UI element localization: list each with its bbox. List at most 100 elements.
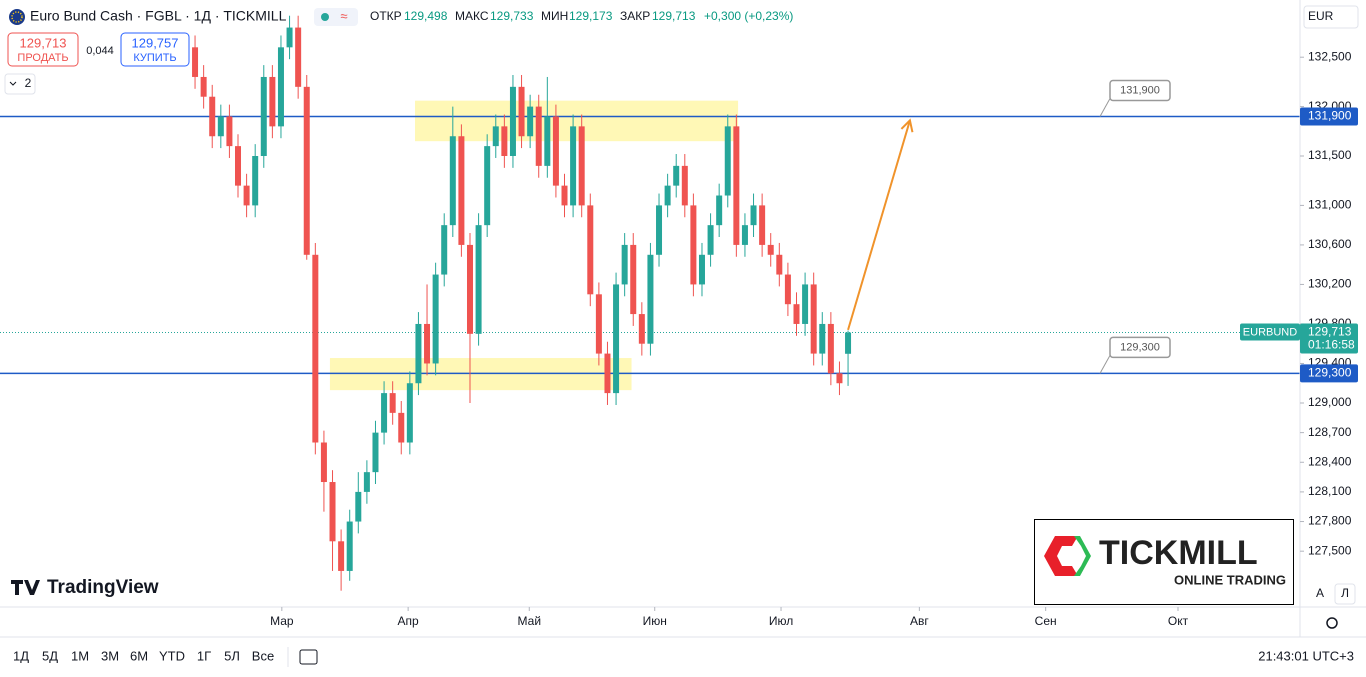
x-tick-label: Июн [643,614,667,628]
candle-body [664,185,671,206]
level-axis-label: 129,300 [1308,366,1352,380]
goto-date-icon[interactable] [299,649,318,665]
symbol-title[interactable]: Euro Bund Cash · FGBL · 1Д · TICKMILL [30,8,287,24]
candle-body [698,254,705,285]
candle-body [552,116,559,186]
range-button[interactable]: Все [252,648,274,663]
buy-label: КУПИТЬ [133,52,176,64]
candle-body [192,47,199,77]
range-button[interactable]: 1Д [13,648,29,663]
candle-body [492,126,499,147]
range-button[interactable]: YTD [159,648,185,663]
delay-icon: ≈ [340,8,347,23]
sell-label: ПРОДАТЬ [17,52,68,64]
broker-icon-green [1074,536,1091,576]
x-tick-label: Мар [270,614,294,628]
candle-body [398,412,405,443]
symbol-icon-stars [11,11,23,23]
level-axis-label: 131,900 [1308,109,1352,123]
y-tick-label: 131,000 [1308,198,1352,212]
candle-body [767,244,774,255]
candle-body [424,323,431,364]
candle-body [793,304,800,324]
candle-body [836,373,843,384]
candle-body [673,165,680,186]
candle-body [389,393,396,413]
range-button[interactable]: 1М [71,648,89,663]
callout-box [1109,336,1171,359]
x-tick-label: Сен [1035,614,1057,628]
candle-body [759,205,766,245]
range-button[interactable]: 5Д [42,648,58,663]
indicators-toggle[interactable] [4,73,36,95]
scale-log-box[interactable] [1334,583,1356,605]
candle-body [312,254,319,443]
candle-body [656,205,663,255]
y-tick-label: 130,600 [1308,237,1352,251]
x-tick-label: Июл [769,614,793,628]
range-button[interactable]: 3М [101,648,119,663]
candle-body [217,116,224,137]
broker-logo-box [1034,519,1294,605]
settings-icon[interactable] [1326,617,1338,629]
callout-label: 129,300 [1120,341,1160,353]
candle-body [561,185,568,206]
candle-body [630,244,637,315]
tradingview-logo: TradingView [47,577,159,598]
candle-body [681,165,688,206]
candle-body [613,284,620,394]
candle-body [587,205,594,295]
candle-body [638,314,645,344]
status-badge[interactable] [314,8,358,26]
candle-body [269,76,276,127]
level-axis-tag [1300,107,1358,126]
ohlc-label: МАКС [455,9,489,23]
x-tick-label: Окт [1168,614,1189,628]
y-tick-label: 129,000 [1308,395,1352,409]
scale-auto[interactable]: A [1316,586,1324,600]
candle-body [252,155,259,206]
market-open-dot [321,13,329,21]
clock: 21:43:01 UTC+3 [1258,648,1354,663]
plot: 131,900 129,300 [0,15,1300,591]
broker-tagline: ONLINE TRADING [1174,572,1286,587]
candle-body [243,185,250,206]
x-tick-label: Авг [910,614,929,628]
candle-body [295,27,302,87]
callout-connector [1099,355,1111,374]
candle-body [724,126,731,196]
sell-button[interactable] [7,32,79,67]
candle-body [750,205,757,226]
candle-body [406,383,413,443]
range-toolbar: 1Д 5Д 1М 3М 6М YTD 1Г 5Л Все [13,648,274,663]
candle-body [509,86,516,156]
countdown: 01:16:58 [1308,338,1355,352]
candle-body [810,284,817,354]
y-tick-label: 132,500 [1308,49,1352,63]
y-tick-label: 128,100 [1308,484,1352,498]
candle-body [707,225,714,255]
y-tick-label: 130,200 [1308,277,1352,291]
candle-body [415,323,422,384]
buy-button[interactable] [120,32,190,67]
range-button[interactable]: 1Г [197,648,211,663]
candle-body [595,294,602,354]
candle-body [260,76,267,156]
candle-body [802,284,809,324]
candle-body [338,541,345,571]
currency-select[interactable] [1303,5,1359,29]
candle-body [432,274,439,364]
broker-icon-red [1044,536,1078,576]
callout-label: 131,900 [1120,84,1160,96]
candle-body [372,432,379,473]
range-button[interactable]: 5Л [224,648,240,663]
broker-name: TICKMILL [1099,534,1258,572]
ohlc-label: ОТКР [370,9,402,23]
ohlc-value: 129,498 [404,9,448,23]
candle-body [475,225,482,334]
range-button[interactable]: 6М [130,648,148,663]
callout-connector [1099,98,1111,117]
candle-body [346,521,353,571]
candle-body [604,353,611,394]
candle-body [621,244,628,285]
